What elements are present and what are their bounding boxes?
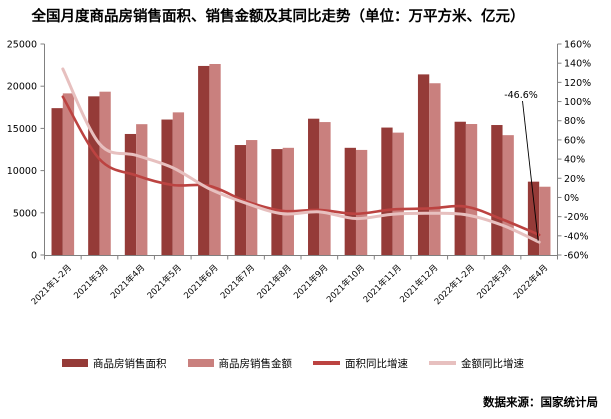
- sales-area-bar: [527, 181, 540, 255]
- sales-amount-bar: [172, 112, 185, 255]
- legend-label: 商品房销售金额: [218, 357, 293, 370]
- left-axis-tick-label: 0: [31, 251, 37, 262]
- right-axis-tick-label: 60%: [564, 135, 585, 146]
- lines-layer: [61, 67, 541, 244]
- annotation-leader-line: [522, 100, 539, 241]
- right-axis-tick-label: -40%: [564, 231, 589, 242]
- legend-bar-swatch: [187, 359, 214, 367]
- sales-amount-bar: [502, 135, 514, 255]
- sales-amount-bar: [99, 91, 111, 255]
- right-axis-tick-label: 80%: [564, 116, 585, 127]
- legend-item: 面积同比增速: [313, 356, 408, 371]
- sales-amount-bar: [465, 124, 478, 255]
- sales-amount-bar: [429, 83, 441, 255]
- sales-area-bar: [454, 121, 466, 256]
- sales-amount-bar: [62, 93, 75, 256]
- sales-area-bar: [51, 108, 63, 255]
- bars-layer: [51, 64, 551, 256]
- sales-area-bar: [88, 96, 100, 255]
- sales-area-bar: [198, 65, 210, 255]
- sales-area-bar: [417, 74, 430, 255]
- left-axis-tick-label: 25000: [7, 40, 37, 51]
- left-axis-tick-label: 15000: [7, 124, 37, 135]
- sales-amount-bar: [246, 140, 258, 255]
- left-axis-tick-label: 20000: [7, 82, 37, 93]
- legend-item: 商品房销售金额: [187, 356, 293, 371]
- annotation: -46.6%: [504, 90, 539, 241]
- x-category-label: 2021年8月: [255, 262, 294, 301]
- x-category-label: 2022年3月: [475, 262, 514, 301]
- amount-yoy-line: [61, 67, 541, 244]
- sales-amount-bar: [136, 124, 148, 256]
- right-axis-tick-label: 20%: [564, 174, 585, 185]
- chart-legend: 商品房销售面积 商品房销售金额 面积同比增速 金额同比增速: [0, 354, 586, 372]
- left-axis-tick-label: 5000: [13, 208, 37, 219]
- right-axis-tick-label: 160%: [564, 40, 591, 51]
- sales-amount-bar: [392, 132, 404, 255]
- right-axis-tick-label: 40%: [564, 155, 585, 166]
- legend-label: 金额同比增速: [461, 357, 524, 370]
- legend-bar-swatch: [62, 359, 88, 367]
- x-category-label: 2021年4月: [108, 262, 147, 301]
- right-axis-tick-label: -60%: [564, 251, 589, 262]
- chart-title: 全国月度商品房销售面积、销售金额及其同比走势（单位：万平方米、亿元）: [31, 9, 525, 25]
- legend-item: 金额同比增速: [429, 356, 524, 371]
- x-category-label: 2021年5月: [145, 262, 184, 301]
- x-category-label: 2021年3月: [72, 262, 111, 301]
- sales-area-bar: [271, 149, 283, 255]
- area-yoy-line: [61, 95, 541, 237]
- x-category-label: 2021年11月: [361, 262, 404, 305]
- sales-amount-bar: [282, 147, 294, 255]
- sales-area-bar: [344, 147, 356, 255]
- legend-item: 商品房销售面积: [62, 356, 167, 371]
- right-axis-tick-label: 0%: [564, 193, 579, 204]
- legend-label: 商品房销售面积: [93, 357, 167, 370]
- x-category-label: 2021年10月: [324, 262, 367, 305]
- x-category-label: 2021年6月: [182, 262, 221, 301]
- sales-area-bar: [124, 133, 137, 255]
- axis-ticks: [40, 43, 562, 260]
- right-axis-tick-label: 120%: [564, 78, 591, 89]
- sales-amount-bar: [355, 149, 368, 255]
- x-category-label: 2021年1-2月: [29, 262, 74, 307]
- sales-area-bar: [491, 125, 503, 255]
- sales-area-bar: [308, 118, 320, 255]
- sales-amount-bar: [209, 64, 221, 255]
- legend-label: 面积同比增速: [345, 357, 408, 370]
- data-source: 数据来源：国家统计局: [483, 395, 598, 409]
- x-category-label: 2021年7月: [218, 262, 257, 301]
- right-axis-tick-label: 140%: [564, 59, 591, 70]
- left-axis-tick-label: 10000: [7, 166, 37, 177]
- right-axis-tick-label: -20%: [564, 212, 589, 223]
- sales-area-bar: [161, 119, 173, 256]
- right-axis-tick-label: 100%: [564, 97, 591, 108]
- sales-amount-bar: [319, 122, 331, 255]
- sales-area-bar: [381, 127, 393, 255]
- legend-line-swatch: [429, 361, 456, 365]
- x-category-label: 2021年9月: [292, 262, 331, 301]
- sales-amount-bar: [539, 186, 551, 255]
- x-category-label: 2022年4月: [511, 262, 550, 301]
- annotation-label: -46.6%: [504, 90, 538, 101]
- legend-line-swatch: [313, 361, 340, 365]
